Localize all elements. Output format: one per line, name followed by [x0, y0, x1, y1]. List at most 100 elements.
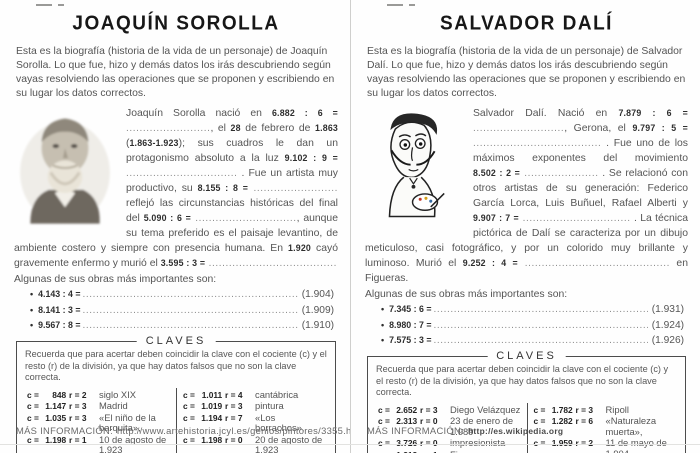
clave-row: c = 1.313 r = 1 Figueras: [378, 449, 524, 453]
clave-answer: «El niño de la barquita»,: [99, 411, 156, 433]
work-operation: 4.143 : 4 =: [38, 289, 81, 299]
bio-segment: 1.920: [288, 243, 312, 253]
c-label: c =: [378, 416, 393, 426]
bio-segment: . Fue un artista muy productivo, su: [126, 168, 338, 194]
bio-segment: 8.502 : 2 =: [473, 168, 521, 178]
clave-answer: siglo XIX: [99, 388, 136, 400]
work-operation: 7.575 : 3 =: [389, 335, 432, 345]
r-label: r =: [69, 389, 82, 400]
c-value: 1.198: [201, 434, 223, 445]
r-label: r =: [225, 434, 238, 445]
more-info-url[interactable]: http://www.artehistoria.jcyl.es/genios/p…: [117, 425, 350, 436]
clave-row: c = 3.726 r = 0 impresionista: [378, 437, 524, 449]
clave-quotient: c = 2.652: [378, 405, 420, 416]
claves-title: CLAVES: [136, 335, 216, 347]
clave-answer: Figueras: [450, 449, 524, 453]
works-heading: Algunas de sus obras más importantes son…: [14, 274, 217, 285]
c-value: 2.652: [396, 404, 418, 415]
work-item: • 9.567 : 8 = ..........................…: [30, 319, 334, 332]
c-value: 1.194: [201, 412, 223, 423]
r-label: r =: [69, 412, 82, 423]
clave-remainder: r = 3: [225, 401, 255, 412]
bio-segment: cayó gravemente enfermo y murió el: [14, 243, 338, 269]
more-info-url[interactable]: http://es.wikipedia.org: [468, 426, 564, 436]
bio-segment: . Se relacionó con otros artistas de su …: [473, 168, 688, 209]
crop-mark: [58, 4, 64, 6]
r-value: 2: [588, 438, 593, 448]
clave-remainder: r = 7: [225, 413, 255, 424]
bio-segment: ..............................: [190, 213, 297, 224]
clave-answer: 10 de agosto de 1.923: [99, 433, 167, 453]
clave-quotient: c = 1.019: [183, 401, 225, 412]
bullet-icon: •: [381, 319, 385, 330]
c-label: c =: [27, 401, 42, 411]
clave-quotient: c = 1.198: [27, 435, 69, 446]
clave-answer: pintura: [255, 400, 284, 411]
clave-answer: «Naturaleza muerta»,: [605, 415, 657, 437]
c-value: 1.019: [201, 401, 223, 411]
bio-segment: 8.155 : 8 =: [197, 183, 249, 193]
bullet-icon: •: [381, 335, 385, 345]
r-value: 1: [433, 450, 438, 453]
r-value: 3: [432, 404, 438, 415]
more-info: MÁS INFORMACIÓN: http://www.artehistoria.…: [16, 425, 350, 436]
bio-segment: 9.907 : 7 =: [473, 213, 519, 223]
bio-paragraph: Salvador Dalí. Nació en 7.879 : 6 = ....…: [365, 106, 688, 286]
clave-remainder: r = 0: [420, 416, 450, 427]
c-value: 1.011: [201, 389, 223, 400]
bio-segment: 6.882 : 6 =: [271, 108, 338, 118]
bio-segment: 9.102 : 9 =: [284, 153, 339, 163]
c-value: 1.782: [551, 404, 573, 415]
r-value: 0: [432, 416, 438, 426]
clave-remainder: r = 3: [576, 405, 606, 416]
clave-answer: Madrid: [99, 400, 128, 411]
bio-segment: ......................................: [473, 138, 602, 149]
clave-quotient: c = 1.959: [534, 438, 576, 449]
clave-quotient: c = 2.313: [378, 416, 420, 427]
bio-segment: ................................: [518, 213, 631, 224]
c-value: 1.959: [551, 438, 573, 448]
clave-row: c = 1.035 r = 3 «El niño de la barquita»…: [27, 411, 173, 434]
clave-answer: cantábrica: [255, 388, 299, 400]
clave-row: c = 1.019 r = 3 pintura: [183, 400, 326, 412]
clave-answer: impresionista: [450, 437, 506, 448]
clave-row: c = 2.652 r = 3 Diego Velázquez: [378, 404, 524, 416]
r-value: 3: [81, 401, 87, 411]
c-label: c =: [183, 389, 198, 400]
r-label: r =: [69, 401, 82, 411]
c-label: c =: [378, 450, 392, 453]
clave-answer: 23 de enero de 1.989: [450, 415, 514, 437]
r-label: r =: [575, 404, 589, 415]
clave-remainder: r = 3: [420, 405, 450, 416]
crop-mark: [36, 4, 52, 6]
c-label: c =: [183, 434, 198, 445]
bio-segment: ......................: [520, 168, 599, 179]
clave-quotient: c = 1.147: [27, 401, 69, 412]
bullet-icon: •: [30, 304, 34, 315]
c-value: 1.313: [392, 450, 417, 453]
bio-segment: . La técnica pictórica de Dalí se caract…: [365, 213, 689, 269]
page-sorolla: JOAQUÍN SOROLLA Esta es la biografía (hi…: [14, 4, 350, 453]
work-item: • 8.980 : 7 = ..........................…: [381, 319, 684, 332]
clave-remainder: r = 4: [225, 390, 255, 401]
r-value: 4: [237, 389, 243, 400]
intro-paragraph: Esta es la biografía (historia de la vid…: [16, 46, 335, 99]
work-year: (1.926): [651, 335, 684, 346]
r-value: 0: [432, 438, 438, 448]
bio-segment: 9.252 : 4 =: [462, 258, 518, 268]
clave-quotient: c = 1.011: [183, 390, 225, 401]
claves-column-2: c = 1.782 r = 3 Ripoll c = 1.282 r = 6 «…: [526, 402, 680, 453]
r-label: r =: [575, 438, 589, 448]
bio-segment: de febrero de: [240, 123, 315, 134]
r-value: 3: [237, 401, 243, 411]
clave-remainder: r = 3: [69, 413, 99, 424]
c-value: 3.726: [396, 438, 418, 448]
bio-segment: reflejó las circunstancias históricas de…: [126, 198, 338, 224]
clave-row: c = 1.959 r = 2 11 de mayo de 1.904: [534, 437, 677, 453]
clave-row: c = 2.313 r = 0 23 de enero de 1.989: [378, 415, 524, 437]
c-value: 1.198: [45, 434, 67, 445]
c-value: 2.313: [396, 416, 418, 426]
claves-column-1: c = 848 r = 2 siglo XIX c = 1.147 r = 3 …: [23, 388, 176, 453]
clave-row: c = 1.147 r = 3 Madrid: [27, 400, 173, 412]
